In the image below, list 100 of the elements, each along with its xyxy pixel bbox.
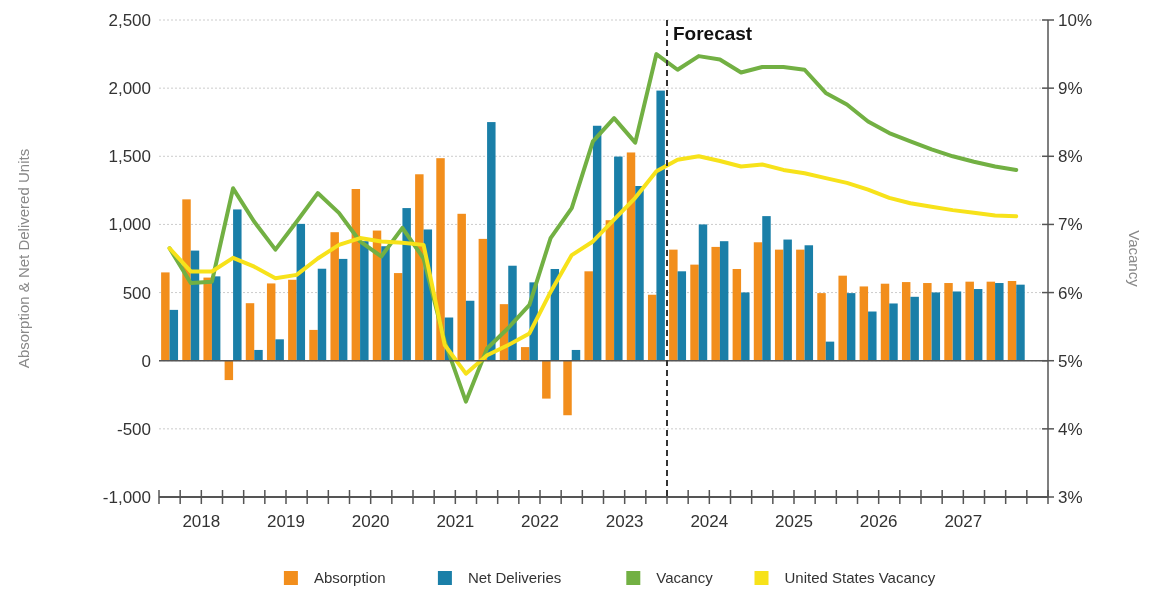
bar: [296, 223, 306, 361]
x-tick-label: 2019: [267, 512, 305, 531]
x-tick-label: 2026: [859, 512, 898, 531]
bar: [360, 241, 369, 361]
y-tick-label: 2,000: [108, 79, 151, 99]
bar: [698, 224, 708, 361]
bar: [224, 360, 234, 381]
bar: [719, 241, 729, 361]
bar: [656, 90, 665, 361]
x-tick-label: 2027: [944, 512, 983, 531]
bar: [804, 245, 814, 361]
legend-label: United States Vacancy: [784, 569, 936, 586]
bar: [266, 283, 276, 361]
legend-label: Vacancy: [656, 569, 714, 586]
y2-tick-label: 6%: [1058, 283, 1083, 303]
bar: [254, 349, 263, 361]
bar: [161, 272, 170, 361]
bar: [931, 292, 941, 361]
bar: [1016, 284, 1025, 361]
bar: [952, 291, 962, 361]
x-tick-label: 2020: [351, 512, 390, 531]
bar: [402, 208, 411, 361]
bar: [732, 268, 742, 361]
y2-tick-label: 8%: [1058, 147, 1083, 167]
legend-label: Absorption: [313, 569, 386, 586]
bar: [520, 347, 530, 361]
bar: [317, 268, 327, 361]
y-tick-label: 2,500: [108, 10, 151, 30]
bar: [275, 339, 284, 361]
bar: [605, 220, 615, 361]
bar: [901, 282, 911, 361]
y-tick-label: 1,500: [108, 147, 151, 167]
y-axis-title: Absorption & Net Delivered Units: [14, 148, 32, 369]
bar: [457, 213, 466, 361]
x-tick-label: 2018: [182, 512, 221, 531]
line-series: [167, 154, 1019, 376]
bar: [817, 293, 826, 361]
y2-tick-label: 7%: [1058, 215, 1083, 235]
bar: [415, 174, 424, 361]
bar: [542, 360, 551, 399]
bar: [614, 156, 623, 361]
bar: [465, 300, 475, 361]
bar: [211, 276, 221, 361]
bar: [626, 152, 636, 361]
bar: [669, 249, 678, 361]
bar: [330, 232, 339, 361]
bar: [563, 360, 572, 416]
y2-tick-label: 5%: [1058, 351, 1083, 371]
line-series: [167, 52, 1019, 404]
x-tick-label: 2022: [521, 512, 559, 531]
bar: [1007, 280, 1017, 361]
bar: [233, 209, 242, 361]
legend-label: Net Deliveries: [467, 569, 562, 586]
bar: [647, 294, 657, 361]
bar: [711, 246, 720, 361]
y2-axis-title: Vacancy: [1126, 230, 1143, 288]
bar: [944, 283, 953, 361]
y2-tick-label: 4%: [1058, 419, 1083, 439]
bar: [774, 249, 784, 361]
bar: [393, 273, 403, 361]
y-tick-label: -500: [116, 419, 151, 439]
x-tick-label: 2024: [690, 512, 729, 531]
bar: [753, 242, 763, 361]
bar: [880, 283, 890, 361]
bar: [965, 281, 974, 361]
y2-tick-label: 3%: [1058, 487, 1083, 507]
bar: [973, 289, 983, 361]
x-tick-label: 2023: [605, 512, 644, 531]
bar: [741, 292, 750, 361]
bar: [436, 158, 445, 361]
y-tick-label: -1,000: [102, 487, 151, 507]
y-tick-label: 0: [141, 351, 151, 371]
bar: [796, 249, 805, 361]
bar: [859, 286, 869, 361]
bar: [783, 239, 792, 361]
bar: [690, 264, 699, 361]
bar: [169, 309, 179, 361]
y2-tick-label: 10%: [1058, 10, 1093, 30]
bar: [487, 122, 496, 361]
bar: [635, 186, 644, 361]
bar: [838, 275, 847, 361]
bar: [762, 216, 771, 361]
y2-tick-label: 9%: [1058, 79, 1083, 99]
bar: [338, 258, 348, 361]
bar: [986, 281, 996, 361]
bar: [288, 279, 297, 361]
bar: [203, 277, 212, 361]
y-tick-label: 1,000: [108, 215, 151, 235]
x-tick-label: 2025: [775, 512, 813, 531]
bar: [584, 271, 593, 361]
x-tick-label: 2021: [436, 512, 475, 531]
bar: [910, 296, 919, 361]
bar: [889, 303, 898, 361]
bar: [381, 246, 390, 361]
bar: [868, 311, 877, 361]
bar: [923, 283, 932, 361]
bar: [309, 329, 318, 361]
bar: [846, 293, 856, 361]
y-tick-label: 500: [122, 283, 151, 303]
ref-line-label: Forecast: [673, 23, 753, 44]
